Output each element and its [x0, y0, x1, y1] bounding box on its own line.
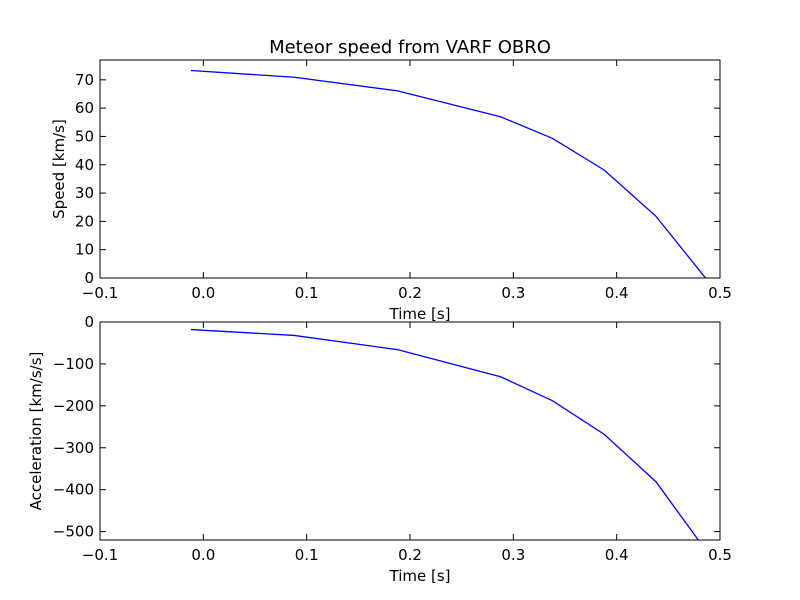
speed-x-tick-label: 0.4	[605, 284, 629, 302]
acceleration-y-tick-label: −300	[53, 439, 94, 457]
speed-y-tick-label: 0	[84, 269, 94, 287]
acceleration-x-tick-label: 0.1	[295, 546, 319, 564]
acceleration-x-tick-label: 0.3	[501, 546, 525, 564]
speed-x-axis-label: Time [s]	[389, 305, 451, 323]
speed-y-tick-label: 60	[75, 99, 94, 117]
speed-y-tick-label: 10	[75, 241, 94, 259]
speed-x-tick-label: 0.5	[708, 284, 732, 302]
speed-axes: −0.1 0.0 0.1 0.2 0.3 0.4 0.5 0 10 20 30 40 50 60 70 Tim…	[50, 59, 732, 323]
speed-x-tick-label: 0.0	[191, 284, 215, 302]
acceleration-x-axis-label: Time [s]	[389, 567, 451, 585]
speed-x-tick-label: 0.1	[295, 284, 319, 302]
speed-y-tick-label: 30	[75, 184, 94, 202]
speed-y-tick-label: 20	[75, 212, 94, 230]
acceleration-y-tick-label: −100	[53, 355, 94, 373]
speed-y-tick-label: 70	[75, 71, 94, 89]
speed-y-tick-label: 50	[75, 127, 94, 145]
speed-x-tick-label: −0.1	[82, 284, 118, 302]
acceleration-x-tick-label: 0.4	[605, 546, 629, 564]
speed-y-axis-label: Speed [km/s]	[50, 119, 68, 219]
acceleration-axes: −0.1 0.0 0.1 0.2 0.3 0.4 0.5 0 −100 −200 −300 −400 −…	[27, 313, 732, 585]
chart-title: Meteor speed from VARF OBRO	[269, 37, 551, 58]
speed-series-line	[190, 69, 707, 278]
speed-x-tick-label: 0.3	[501, 284, 525, 302]
acceleration-y-tick-label: −500	[53, 523, 94, 541]
acceleration-x-tick-label: 0.5	[708, 546, 732, 564]
acceleration-x-tick-label: 0.0	[191, 546, 215, 564]
speed-y-tick-label: 40	[75, 156, 94, 174]
acceleration-y-tick-label: −200	[53, 397, 94, 415]
acceleration-x-tick-label: −0.1	[82, 546, 118, 564]
acceleration-y-axis-label: Acceleration [km/s/s]	[27, 352, 45, 511]
acceleration-y-tick-label: 0	[84, 313, 94, 331]
acceleration-x-tick-label: 0.2	[398, 546, 422, 564]
acceleration-series-line	[190, 328, 699, 540]
acceleration-y-tick-label: −400	[53, 481, 94, 499]
speed-x-tick-label: 0.2	[398, 284, 422, 302]
